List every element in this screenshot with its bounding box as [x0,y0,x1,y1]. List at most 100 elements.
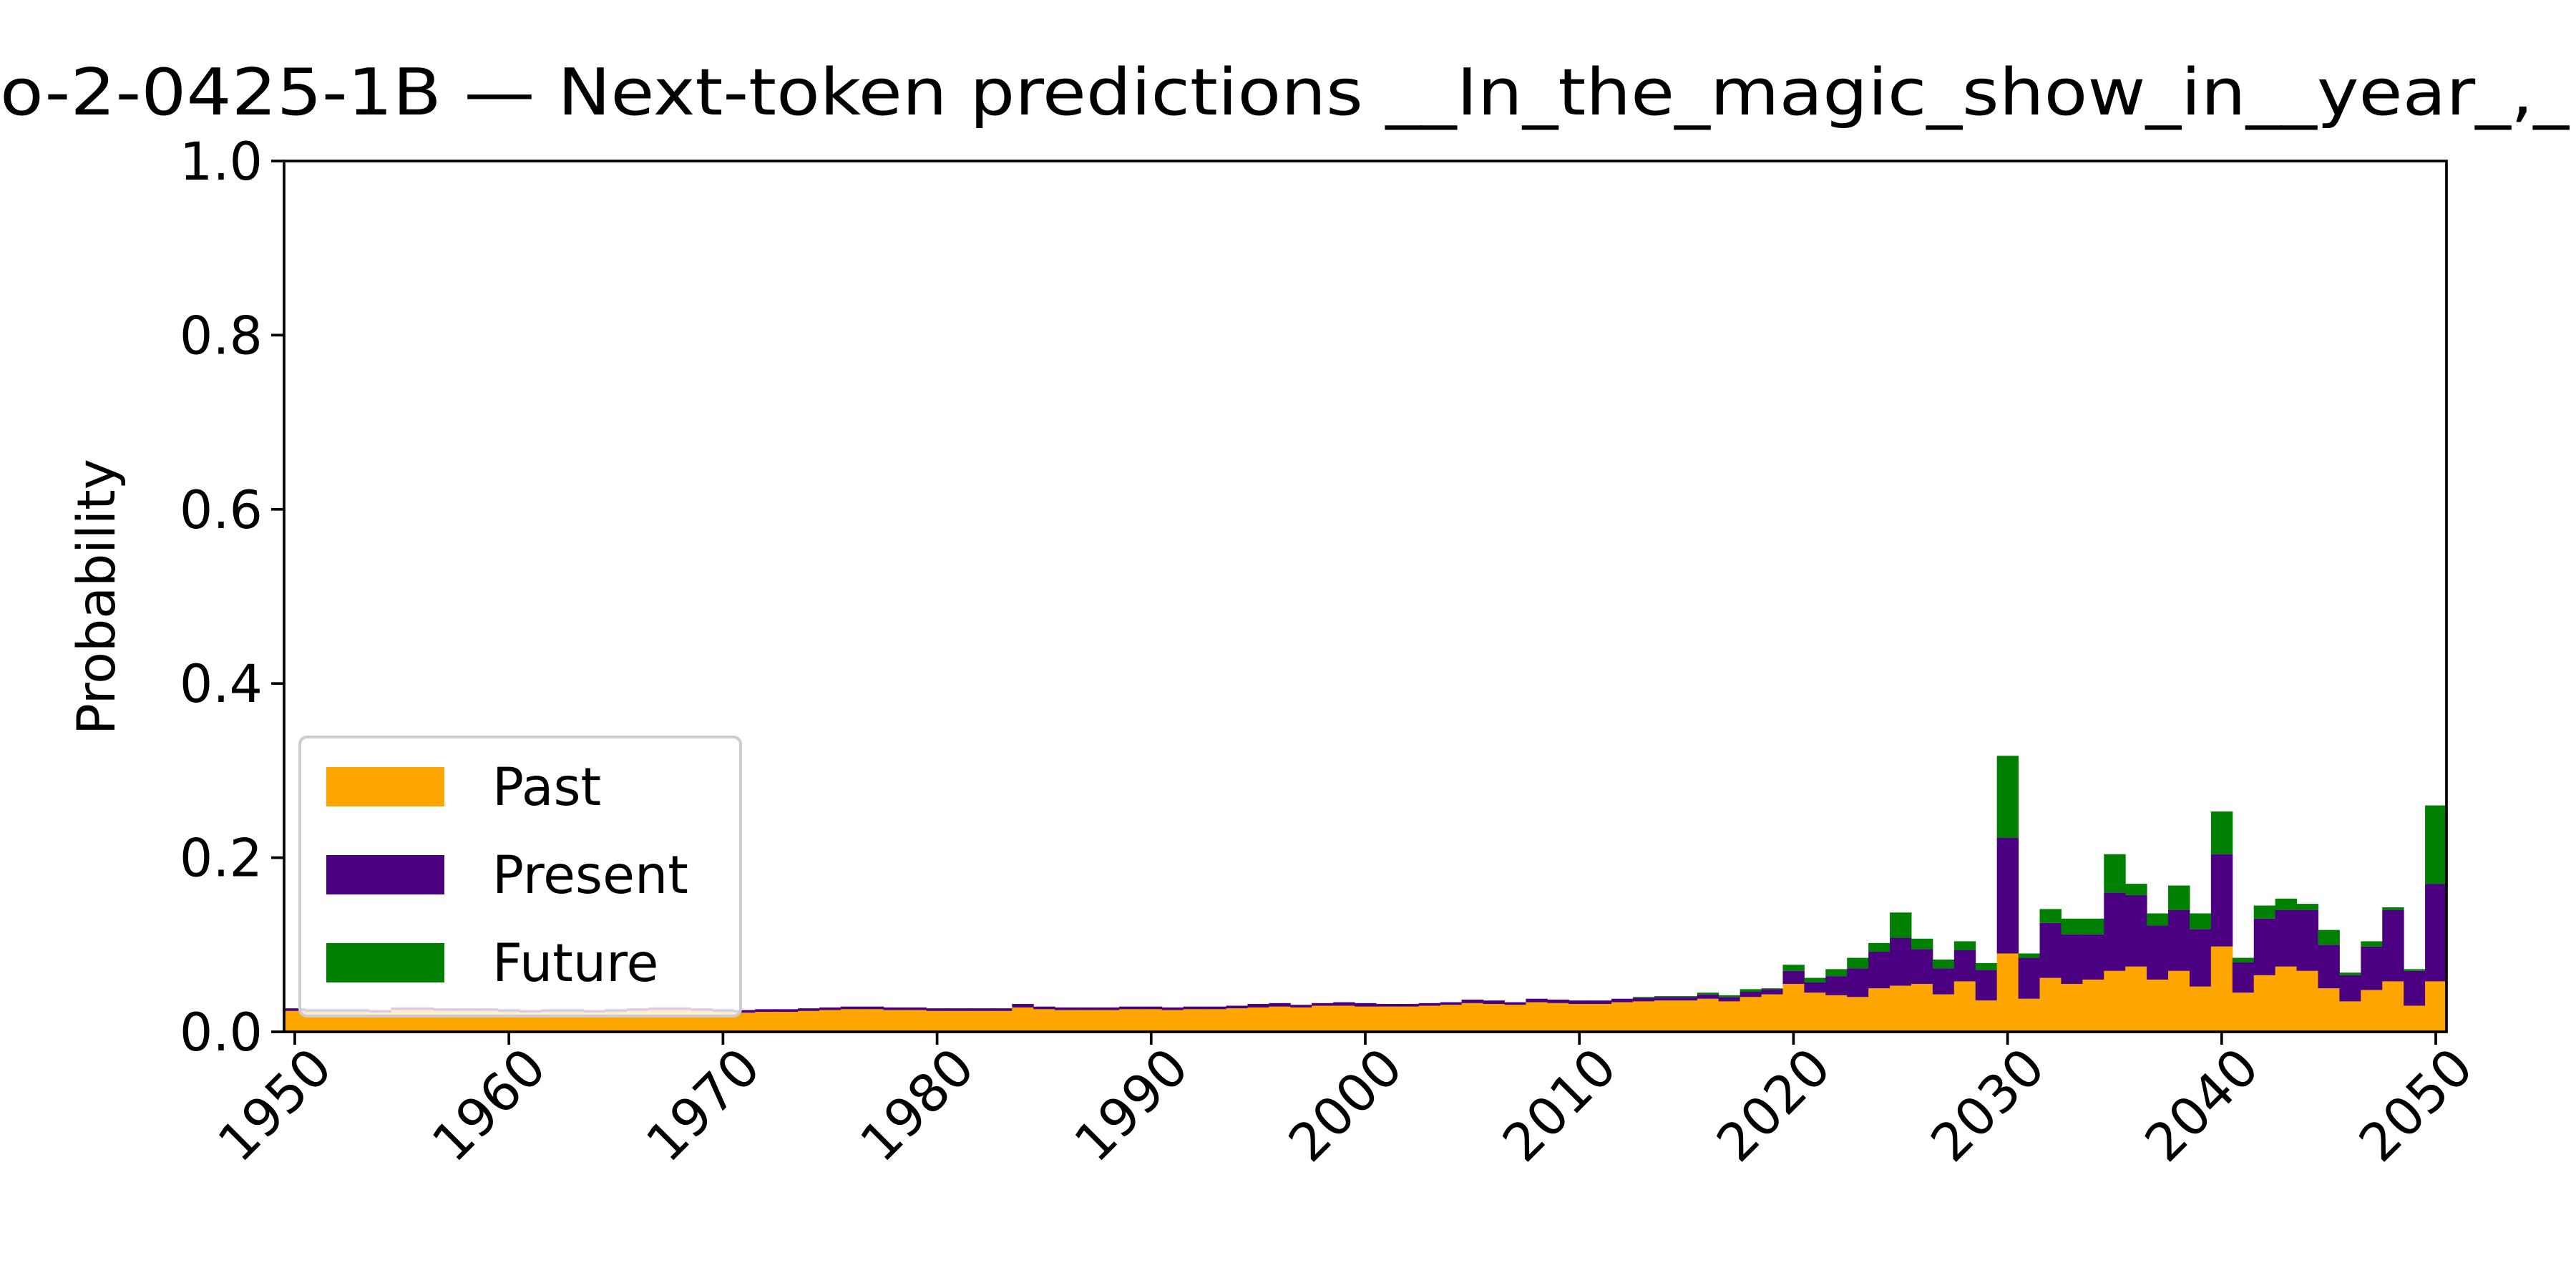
y-tick-label: 0.0 [180,1002,263,1063]
bar-segment [2104,854,2126,893]
bar-segment [1633,997,1655,1002]
y-tick-label: 1.0 [180,132,263,192]
bar-segment [1097,1007,1120,1010]
bar-segment [2404,1005,2426,1032]
bar-segment [2296,909,2318,971]
bar-segment [2082,979,2104,1032]
bar-segment [1483,1004,1505,1032]
bar-segment [990,1010,1013,1032]
bar-segment [798,1010,820,1032]
y-tick-label: 0.4 [180,654,263,715]
bar-segment [1654,997,1677,1001]
bar-segment [2339,972,2361,975]
bar-segment [2104,970,2126,1032]
bar-segment [1932,959,1955,969]
bar-segment [1740,989,1762,992]
bar-segment [1804,982,1826,993]
bar-segment [1333,1002,1355,1006]
bar-segment [2039,909,2062,923]
bar-segment [798,1008,820,1011]
bar-segment [1547,1002,1569,1032]
bar-segment [1825,969,1848,977]
bar-segment [1375,1006,1398,1032]
bar-segment [1461,999,1484,1003]
bar-segment [1633,1001,1655,1032]
bar-segment [1312,1002,1334,1006]
bar-segment [2147,925,2169,980]
bar-segment [883,1007,906,1010]
bar-segment [1076,1007,1098,1010]
bar-segment [1782,965,1805,971]
bar-segment [904,1007,927,1010]
bar-segment [2382,907,2404,910]
bar-segment [1996,837,2019,954]
bar-segment [2147,979,2169,1032]
bar-segment [862,1009,884,1032]
bar-segment [1718,995,1741,997]
bar-segment [819,1010,841,1032]
legend-label: Future [492,933,658,994]
bar-segment [2361,946,2383,990]
bar-segment [1953,981,1976,1032]
bar-segment [1440,1005,1463,1032]
bar-segment [969,1010,991,1032]
bar-segment [1033,1006,1055,1010]
bar-segment [2018,953,2041,958]
bar-segment [1718,1001,1741,1032]
bar-segment [1761,989,1783,995]
bar-segment [1418,1005,1441,1032]
chart-title: o-2-0425-1B — Next-token predictions __I… [0,55,2570,130]
y-tick-label: 0.2 [180,829,263,889]
bar-segment [1868,988,1890,1032]
bar-segment [883,1010,906,1032]
bar-segment [926,1008,949,1011]
bar-segment [1911,984,1933,1032]
bar-segment [2425,805,2447,884]
bar-segment [1740,992,1762,997]
bar-segment [2253,905,2276,919]
bar-segment [2189,929,2212,987]
bar-segment [2168,970,2190,1032]
bar-segment [1654,996,1677,997]
bar-segment [840,1006,863,1010]
bar-segment [990,1008,1013,1011]
bar-segment [733,1010,756,1013]
bar-segment [926,1010,949,1032]
bar-segment [1675,996,1698,997]
bar-segment [1590,1004,1612,1032]
bar-segment [1825,976,1848,995]
bar-segment [2275,909,2298,967]
bar-segment [1911,938,1933,950]
bar-segment [1290,1005,1312,1008]
bar-segment [1076,1010,1098,1032]
bar-segment [1953,950,1976,982]
bar-segment [1761,994,1783,1032]
bar-segment [1204,1006,1227,1010]
bar-segment [755,1012,777,1032]
bar-segment [2210,811,2233,854]
bar-segment [2425,884,2447,982]
bar-segment [1697,992,1719,995]
bar-segment [2361,941,2383,947]
bar-segment [819,1007,841,1010]
bar-segment [1675,1000,1698,1032]
bar-segment [1012,1007,1034,1032]
bar-segment [1204,1009,1227,1032]
bar-segment [1804,977,1826,982]
bar-segment [1183,1006,1206,1010]
bar-segment [1740,997,1762,1032]
bar-segment [1953,941,1976,950]
bar-segment [1161,1007,1184,1010]
bar-segment [1118,1006,1141,1010]
bar-segment [2125,884,2147,895]
bar-segment [840,1009,863,1032]
bar-segment [1890,937,1912,986]
legend-swatch [326,855,444,894]
bar-segment [2318,988,2340,1032]
bar-segment [2296,904,2318,910]
legend-swatch [326,943,444,982]
bar-segment [947,1010,970,1032]
bar-segment [1847,957,1869,969]
bar-segment [1697,998,1719,1032]
